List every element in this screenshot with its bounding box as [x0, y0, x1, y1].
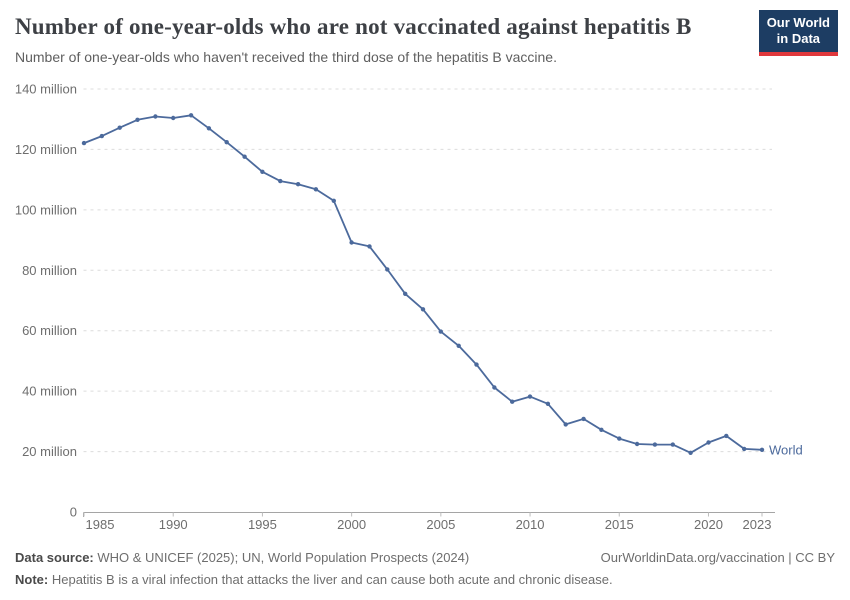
owid-logo: Our World in Data — [758, 10, 838, 56]
chart-footer: Data source: WHO & UNICEF (2025); UN, Wo… — [15, 547, 835, 591]
data-point[interactable] — [420, 307, 426, 312]
y-axis-label: 140 million — [15, 81, 77, 96]
y-axis-label: 20 million — [22, 444, 77, 459]
x-axis-label: 2010 — [516, 517, 545, 532]
data-point[interactable] — [81, 140, 87, 146]
data-point[interactable] — [242, 154, 247, 159]
data-point[interactable] — [527, 394, 533, 399]
data-point[interactable] — [742, 446, 747, 452]
owid-logo-line1: Our World — [766, 15, 830, 30]
data-point[interactable] — [599, 427, 604, 432]
data-point[interactable] — [634, 441, 640, 447]
note-label: Note: — [15, 572, 49, 587]
data-point[interactable] — [545, 401, 551, 406]
data-source-label: Data source: — [15, 550, 94, 565]
data-point[interactable] — [581, 416, 586, 422]
owid-logo-line2: in Data — [776, 31, 821, 47]
chart-title: Number of one-year-olds who are not vacc… — [15, 14, 692, 39]
data-point[interactable] — [117, 125, 122, 130]
data-point[interactable] — [474, 362, 479, 367]
data-point[interactable] — [206, 126, 212, 131]
data-point[interactable] — [260, 169, 265, 174]
data-point[interactable] — [278, 178, 283, 184]
y-axis-label: 120 million — [15, 142, 77, 157]
data-point[interactable] — [367, 244, 372, 249]
data-point[interactable] — [652, 442, 658, 447]
chart-subtitle: Number of one-year-olds who haven't rece… — [15, 49, 557, 65]
data-point[interactable] — [706, 440, 711, 445]
data-point[interactable] — [670, 442, 675, 447]
data-point[interactable] — [331, 198, 336, 203]
y-axis-label: 80 million — [22, 263, 77, 278]
data-point[interactable] — [438, 329, 443, 334]
x-axis-label: 1990 — [159, 517, 188, 532]
data-point[interactable] — [492, 385, 497, 390]
y-axis-label: 100 million — [15, 202, 77, 217]
world-line — [83, 114, 763, 454]
data-point[interactable] — [135, 117, 140, 122]
y-axis-label: 0 — [70, 505, 77, 520]
line-chart: 0 20 million 40 million 60 million 80 millio… — [15, 81, 803, 532]
x-axis-label: 2023 — [743, 517, 772, 532]
data-point[interactable] — [403, 291, 408, 296]
data-point[interactable] — [99, 133, 105, 139]
x-axis-label: 2020 — [694, 517, 723, 532]
data-point[interactable] — [313, 187, 319, 192]
data-point[interactable] — [153, 114, 158, 119]
owid-url-license[interactable]: OurWorldinData.org/vaccination | CC BY — [600, 550, 835, 565]
data-point[interactable] — [349, 240, 354, 245]
data-point[interactable] — [617, 436, 622, 441]
note-line: Note: Hepatitis B is a viral infection t… — [15, 569, 835, 591]
data-point[interactable] — [510, 399, 515, 404]
y-axis-label: 60 million — [22, 323, 77, 338]
data-point[interactable] — [724, 433, 729, 439]
note-text: Hepatitis B is a viral infection that at… — [51, 572, 613, 587]
data-point[interactable] — [385, 267, 390, 272]
data-point[interactable] — [759, 447, 765, 452]
data-point[interactable] — [563, 422, 568, 427]
series-label-world[interactable]: World — [769, 442, 803, 457]
data-point[interactable] — [171, 115, 176, 121]
data-point[interactable] — [188, 113, 194, 118]
y-axis-label: 40 million — [22, 384, 77, 399]
x-axis-label: 2015 — [605, 517, 634, 532]
data-point[interactable] — [456, 343, 461, 348]
data-source-line: Data source: WHO & UNICEF (2025); UN, Wo… — [15, 547, 835, 569]
x-axis-label: 2000 — [337, 517, 366, 532]
x-axis-label: 1995 — [248, 517, 277, 532]
x-axis-label: 1985 — [86, 517, 115, 532]
x-axis-label: 2005 — [426, 517, 455, 532]
data-point[interactable] — [688, 450, 693, 455]
data-source-text: WHO & UNICEF (2025); UN, World Populatio… — [97, 550, 470, 565]
data-point[interactable] — [295, 182, 301, 187]
data-point[interactable] — [224, 140, 229, 145]
